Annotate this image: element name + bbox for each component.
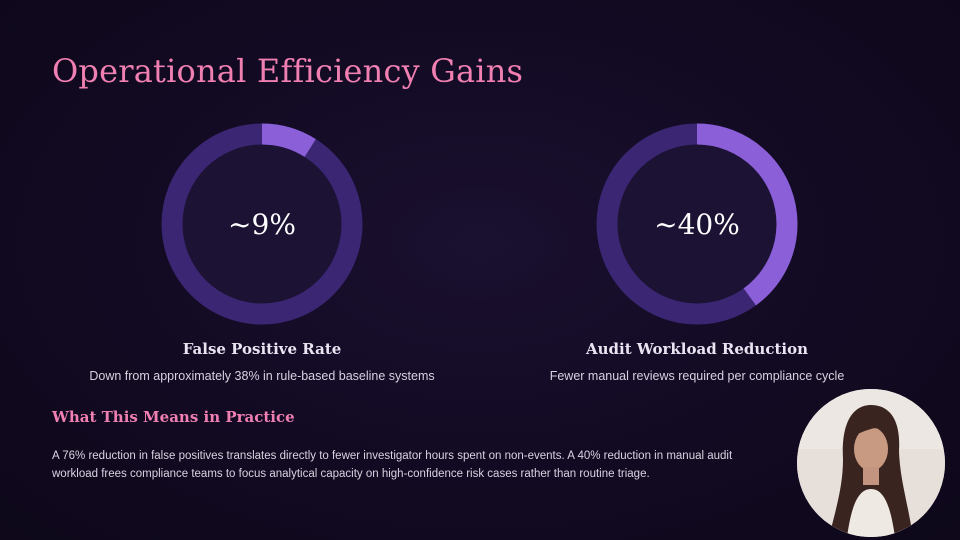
metric-false-positive-rate: ~9% False Positive Rate Down from approx… [47,122,477,383]
metric-description: Fewer manual reviews required per compli… [549,369,845,383]
section-heading: What This Means in Practice [52,408,295,426]
donut-inner [172,134,352,314]
presenter-silhouette [797,389,945,537]
section-body-text: A 76% reduction in false positives trans… [52,450,733,480]
donut-progress [596,123,798,325]
donut-value-text: ~40% [654,208,740,241]
metric-audit-workload-reduction: ~40% Audit Workload Reduction Fewer manu… [482,122,912,383]
donut-chart-false-positive: ~9% [161,123,363,325]
donut-progress [161,123,363,325]
donut-chart-audit-workload: ~40% [596,123,798,325]
presenter-video-icon [797,389,945,537]
donut-value-text: ~9% [228,208,296,241]
metric-label: False Positive Rate [182,340,342,358]
metric-description: Down from approximately 38% in rule-base… [89,369,435,383]
metric-label: Audit Workload Reduction [585,340,808,358]
slide-title: Operational Efficiency Gains [52,52,524,90]
donut-inner [607,134,787,314]
